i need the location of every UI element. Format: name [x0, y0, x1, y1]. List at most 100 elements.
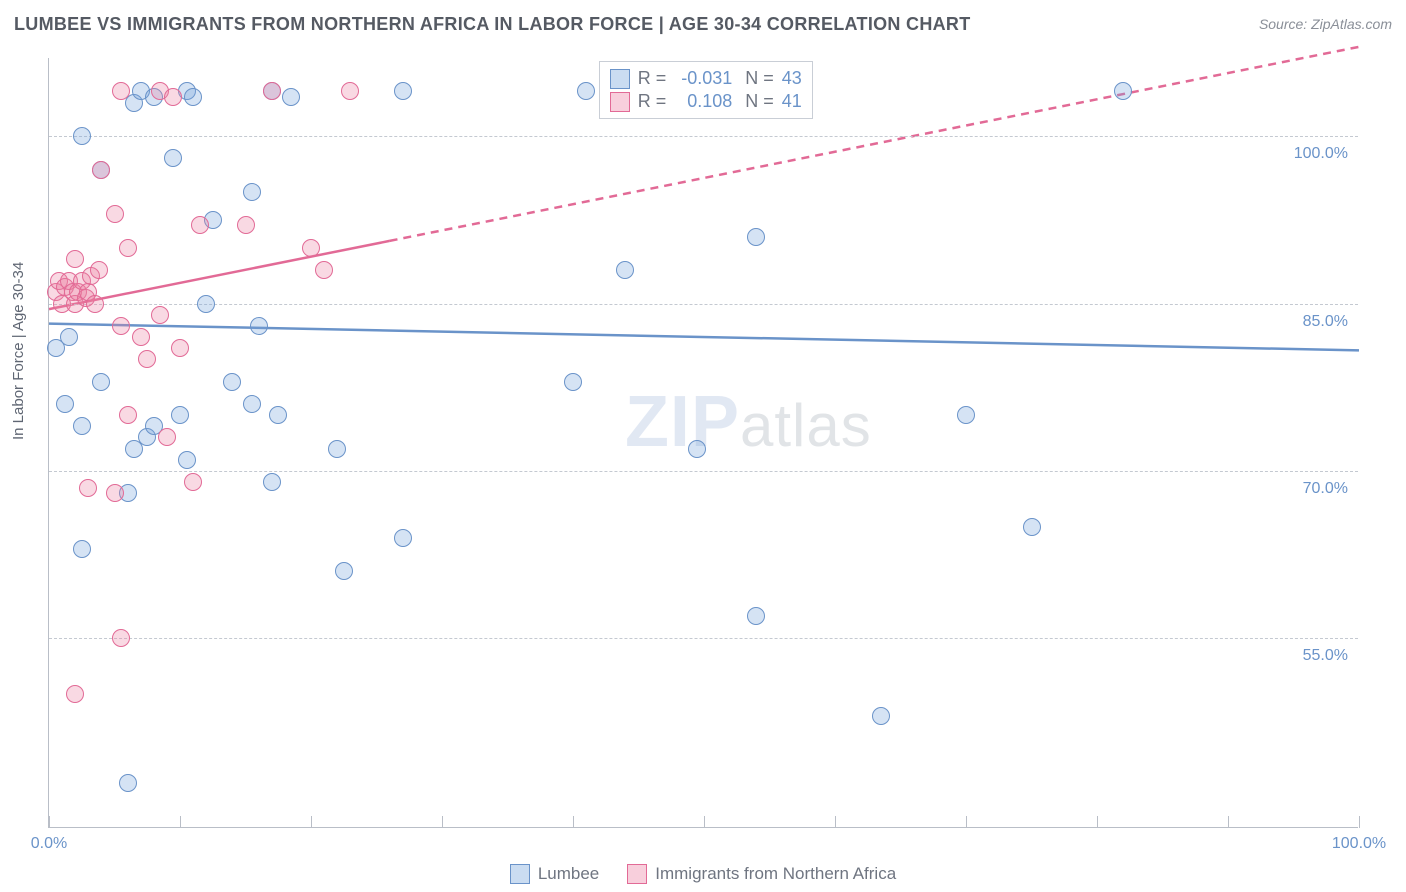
legend-item-pink: Immigrants from Northern Africa	[627, 864, 896, 884]
data-point-pink	[315, 261, 333, 279]
data-point-pink	[191, 216, 209, 234]
x-tick-mark	[704, 816, 705, 828]
x-tick-mark	[49, 816, 50, 828]
scatter-plot: ZIPatlas R = -0.031 N = 43 R = 0.108 N =…	[48, 58, 1358, 828]
x-tick-label: 0.0%	[31, 835, 67, 853]
data-point-blue	[328, 440, 346, 458]
correlation-stats-box: R = -0.031 N = 43 R = 0.108 N = 41	[599, 61, 813, 119]
y-tick-label: 85.0%	[1303, 313, 1348, 331]
gridline-h	[49, 471, 1358, 472]
data-point-blue	[1114, 82, 1132, 100]
data-point-pink	[66, 250, 84, 268]
data-point-pink	[151, 306, 169, 324]
data-point-pink	[158, 428, 176, 446]
data-point-blue	[178, 451, 196, 469]
data-point-blue	[282, 88, 300, 106]
data-point-blue	[1023, 518, 1041, 536]
y-tick-label: 55.0%	[1303, 647, 1348, 665]
y-axis-label: In Labor Force | Age 30-34	[10, 262, 27, 440]
y-tick-label: 100.0%	[1294, 145, 1348, 163]
data-point-blue	[747, 228, 765, 246]
data-point-pink	[341, 82, 359, 100]
data-point-blue	[250, 317, 268, 335]
data-point-blue	[223, 373, 241, 391]
legend-swatch-pink	[627, 864, 647, 884]
legend-label-blue: Lumbee	[538, 864, 599, 884]
data-point-pink	[79, 479, 97, 497]
legend-swatch-pink	[610, 92, 630, 112]
data-point-pink	[138, 350, 156, 368]
data-point-blue	[269, 406, 287, 424]
data-point-pink	[184, 473, 202, 491]
stat-r-label: R =	[638, 91, 667, 112]
stat-r-blue: -0.031	[674, 68, 732, 89]
x-tick-label: 100.0%	[1332, 835, 1386, 853]
x-tick-mark	[1097, 816, 1098, 828]
data-point-blue	[47, 339, 65, 357]
data-point-pink	[302, 239, 320, 257]
x-tick-mark	[1359, 816, 1360, 828]
data-point-pink	[119, 406, 137, 424]
data-point-blue	[73, 127, 91, 145]
data-point-blue	[197, 295, 215, 313]
x-tick-mark	[311, 816, 312, 828]
data-point-pink	[164, 88, 182, 106]
legend: Lumbee Immigrants from Northern Africa	[0, 864, 1406, 884]
chart-title: LUMBEE VS IMMIGRANTS FROM NORTHERN AFRIC…	[14, 14, 971, 35]
data-point-blue	[957, 406, 975, 424]
data-point-pink	[171, 339, 189, 357]
data-point-blue	[164, 149, 182, 167]
data-point-blue	[394, 82, 412, 100]
stat-r-pink: 0.108	[674, 91, 732, 112]
x-tick-mark	[573, 816, 574, 828]
legend-item-blue: Lumbee	[510, 864, 599, 884]
data-point-pink	[119, 239, 137, 257]
data-point-blue	[92, 373, 110, 391]
data-point-blue	[747, 607, 765, 625]
stat-r-label: R =	[638, 68, 667, 89]
data-point-blue	[56, 395, 74, 413]
data-point-blue	[872, 707, 890, 725]
data-point-blue	[243, 183, 261, 201]
y-tick-label: 70.0%	[1303, 480, 1348, 498]
legend-swatch-blue	[610, 69, 630, 89]
data-point-pink	[90, 261, 108, 279]
gridline-h	[49, 136, 1358, 137]
data-point-blue	[263, 473, 281, 491]
data-point-pink	[92, 161, 110, 179]
data-point-blue	[577, 82, 595, 100]
header: LUMBEE VS IMMIGRANTS FROM NORTHERN AFRIC…	[0, 0, 1406, 48]
stat-n-label: N =	[740, 68, 774, 89]
data-point-blue	[171, 406, 189, 424]
data-point-blue	[564, 373, 582, 391]
data-point-blue	[243, 395, 261, 413]
data-point-pink	[237, 216, 255, 234]
source-credit: Source: ZipAtlas.com	[1259, 16, 1392, 32]
data-point-blue	[119, 774, 137, 792]
legend-swatch-blue	[510, 864, 530, 884]
data-point-blue	[184, 88, 202, 106]
gridline-h	[49, 638, 1358, 639]
legend-label-pink: Immigrants from Northern Africa	[655, 864, 896, 884]
stat-n-blue: 43	[782, 68, 802, 89]
stats-row-blue: R = -0.031 N = 43	[610, 68, 802, 89]
data-point-pink	[132, 328, 150, 346]
data-point-blue	[73, 540, 91, 558]
x-tick-mark	[1228, 816, 1229, 828]
x-tick-mark	[180, 816, 181, 828]
stats-row-pink: R = 0.108 N = 41	[610, 91, 802, 112]
data-point-blue	[688, 440, 706, 458]
data-point-pink	[112, 629, 130, 647]
data-point-pink	[86, 295, 104, 313]
data-point-pink	[263, 82, 281, 100]
x-tick-mark	[442, 816, 443, 828]
data-point-pink	[66, 685, 84, 703]
data-point-blue	[73, 417, 91, 435]
x-tick-mark	[966, 816, 967, 828]
data-point-pink	[106, 484, 124, 502]
stat-n-label: N =	[740, 91, 774, 112]
data-point-blue	[394, 529, 412, 547]
data-point-pink	[112, 317, 130, 335]
data-point-blue	[335, 562, 353, 580]
gridline-h	[49, 304, 1358, 305]
